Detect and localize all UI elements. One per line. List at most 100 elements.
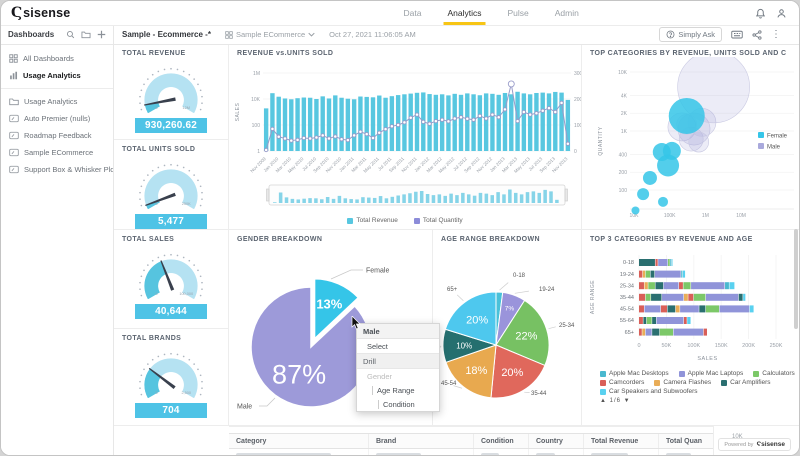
svg-text:2K: 2K <box>621 111 628 117</box>
sidebar-divider <box>1 88 113 89</box>
new-folder-icon[interactable] <box>81 30 91 39</box>
context-menu-item-drill[interactable]: Drill <box>357 353 439 369</box>
top3-categories-stacked-chart[interactable]: 0 50K 100K 150K 200K 250K SALES AGE RANGE 0-18 19… <box>582 243 799 370</box>
total-sales-gauge[interactable]: 0 100,000 <box>133 247 209 304</box>
table-row[interactable] <box>229 449 713 455</box>
dashboard-title[interactable]: Sample - Ecommerce -* <box>122 30 211 39</box>
search-icon[interactable] <box>66 30 75 39</box>
svg-text:0: 0 <box>637 343 640 349</box>
widget-revenue-vs-units: REVENUE vs.UNITS SOLD 1 100 10K 1M 0 100 200 30… <box>229 44 582 230</box>
legend-item-apple-mac-laptops[interactable]: Apple Mac Laptops <box>678 370 743 377</box>
sidebar-item-roadmap-feedback[interactable]: Roadmap Feedback <box>1 127 113 144</box>
clipped-axis-label: 10K <box>732 434 743 440</box>
legend-item-car-speakers-and-subwoofers[interactable]: Car Speakers and Subwoofers <box>600 388 698 395</box>
table-header-category[interactable]: Category <box>229 434 369 448</box>
legend-item-apple-mac-desktops[interactable]: Apple Mac Desktops <box>600 370 669 377</box>
powered-by-brand: Ϛsisense <box>756 441 785 448</box>
legend-item-car-amplifiers[interactable]: Car Amplifiers <box>721 379 771 386</box>
total-brands-gauge[interactable]: 0 2,500 <box>133 346 209 403</box>
table-header-country[interactable]: Country <box>529 434 584 448</box>
svg-text:10K: 10K <box>618 70 628 76</box>
widget-age-range-breakdown: AGE RANGE BREAKDOWN 0-18 7% 19-24 22% 25-34 2… <box>433 230 582 426</box>
svg-text:QUANTITY: QUANTITY <box>598 126 604 155</box>
svg-text:SALES: SALES <box>235 103 241 122</box>
widget-title: TOTAL REVENUE <box>122 50 186 57</box>
mouse-cursor <box>351 316 361 330</box>
sidebar-item-label: Auto Premier (nulls) <box>24 114 91 123</box>
top-categories-bubble-chart[interactable]: 10K 4K 2K 1K 400 200 100 10K 100K 1M 10M QUANTITY Fe… <box>582 50 799 229</box>
svg-text:45-54: 45-54 <box>620 307 634 313</box>
svg-text:250K: 250K <box>770 343 783 349</box>
age-range-breakdown-pie[interactable]: 0-187%19-2422%25-3420%35-4418%45-5410%55… <box>433 243 581 425</box>
total-revenue-gauge[interactable]: 0 12M <box>133 61 209 118</box>
svg-text:10M: 10M <box>736 213 746 219</box>
legend-item-total-quantity[interactable]: Total Quantity <box>413 217 463 224</box>
svg-text:100,000: 100,000 <box>179 292 193 296</box>
context-menu-item-select[interactable]: Select <box>367 341 388 351</box>
sidebar-item-auto-premier-nulls[interactable]: Auto Premier (nulls) <box>1 110 113 127</box>
svg-text:35-44: 35-44 <box>620 295 634 301</box>
datasource-grid-icon <box>225 30 233 39</box>
vertical-scrollbar[interactable] <box>794 229 798 329</box>
svg-text:1M: 1M <box>253 71 260 77</box>
more-options-kebab-icon[interactable]: ⋮ <box>771 28 781 40</box>
topnav-actions <box>755 8 787 19</box>
nav-tab-analytics[interactable]: Analytics <box>443 1 486 25</box>
legend-pager[interactable]: ▲ 1/6 ▼ <box>582 395 799 404</box>
table-cell <box>584 449 659 455</box>
legend-item-calculators[interactable]: Calculators <box>753 370 795 377</box>
widget-title: TOP 3 CATEGORIES BY REVENUE AND AGE <box>590 236 753 243</box>
widget-title: GENDER BREAKDOWN <box>237 236 323 243</box>
tv-mode-icon[interactable] <box>731 30 743 40</box>
total-brands-value: 704 <box>135 403 207 418</box>
bar-chart-icon <box>9 71 18 80</box>
svg-text:100K: 100K <box>664 213 676 219</box>
svg-text:0-18: 0-18 <box>623 260 634 266</box>
pager-down-icon[interactable]: ▼ <box>623 398 631 404</box>
simply-ask-label: Simply Ask <box>678 30 715 39</box>
context-menu: Male Select Drill Gender Age Range Condition <box>356 323 440 412</box>
sidebar-item-label: Support Box & Whisker Plot I... <box>24 165 113 174</box>
sisense-logo[interactable]: Ϛ sisense <box>11 6 70 20</box>
context-menu-item-age-range[interactable]: Age Range <box>357 383 439 397</box>
pager-up-icon[interactable]: ▲ <box>600 398 607 404</box>
svg-text:SALES: SALES <box>697 356 717 362</box>
svg-text:20%: 20% <box>466 314 488 326</box>
table-header-condition[interactable]: Condition <box>474 434 529 448</box>
table-header-total-revenue[interactable]: Total Revenue <box>584 434 659 448</box>
user-profile-icon[interactable] <box>776 8 787 19</box>
add-dashboard-icon[interactable] <box>97 30 106 39</box>
svg-text:13%: 13% <box>316 297 342 312</box>
svg-text:0: 0 <box>155 391 157 395</box>
sidebar-item-usage-analytics[interactable]: Usage Analytics <box>1 67 113 84</box>
nav-tab-admin[interactable]: Admin <box>554 8 579 18</box>
svg-text:0: 0 <box>155 106 157 110</box>
simply-ask-button[interactable]: Simply Ask <box>659 27 722 42</box>
nav-tab-pulse[interactable]: Pulse <box>507 8 529 18</box>
table-header-total-quan[interactable]: Total Quan <box>659 434 713 448</box>
nav-tab-data[interactable]: Data <box>403 8 422 18</box>
share-icon[interactable] <box>752 29 762 40</box>
stacked-chart-legend: Apple Mac Desktops Apple Mac Laptops Calcu… <box>582 370 799 395</box>
notifications-bell-icon[interactable] <box>755 8 766 19</box>
svg-text:250K: 250K <box>182 202 191 206</box>
legend-item-total-revenue[interactable]: Total Revenue <box>347 217 398 224</box>
sidebar-item-all-dashboards[interactable]: All Dashboards <box>1 50 113 67</box>
svg-text:100: 100 <box>574 123 582 129</box>
sidebar-item-usage-analytics[interactable]: Usage Analytics <box>1 93 113 110</box>
total-sales-value: 40,644 <box>135 304 207 319</box>
total-units-sold-gauge[interactable]: 0 250K <box>133 157 209 214</box>
svg-text:0: 0 <box>155 202 157 206</box>
legend-item-camera-flashes[interactable]: Camera Flashes <box>654 379 711 386</box>
svg-text:0-18: 0-18 <box>513 273 526 279</box>
revenue-units-combo-chart[interactable]: 1 100 10K 1M 0 100 200 300 SALES Nov 2009 Jan 2010… <box>229 57 581 220</box>
widget-title: TOTAL BRANDS <box>122 335 182 342</box>
sidebar-item-sample-ecommerce[interactable]: Sample ECommerce <box>1 144 113 161</box>
table-header-brand[interactable]: Brand <box>369 434 474 448</box>
sisense-logo-text: sisense <box>23 6 71 20</box>
legend-item-camcorders[interactable]: Camcorders <box>600 379 644 386</box>
powered-by-badge[interactable]: Powered by Ϛsisense <box>718 438 791 451</box>
sidebar-item-support-box-whisker-plot-i[interactable]: Support Box & Whisker Plot I... <box>1 161 113 178</box>
context-menu-item-condition[interactable]: Condition <box>357 397 439 411</box>
datasource-selector[interactable]: Sample ECommerce <box>225 30 315 39</box>
